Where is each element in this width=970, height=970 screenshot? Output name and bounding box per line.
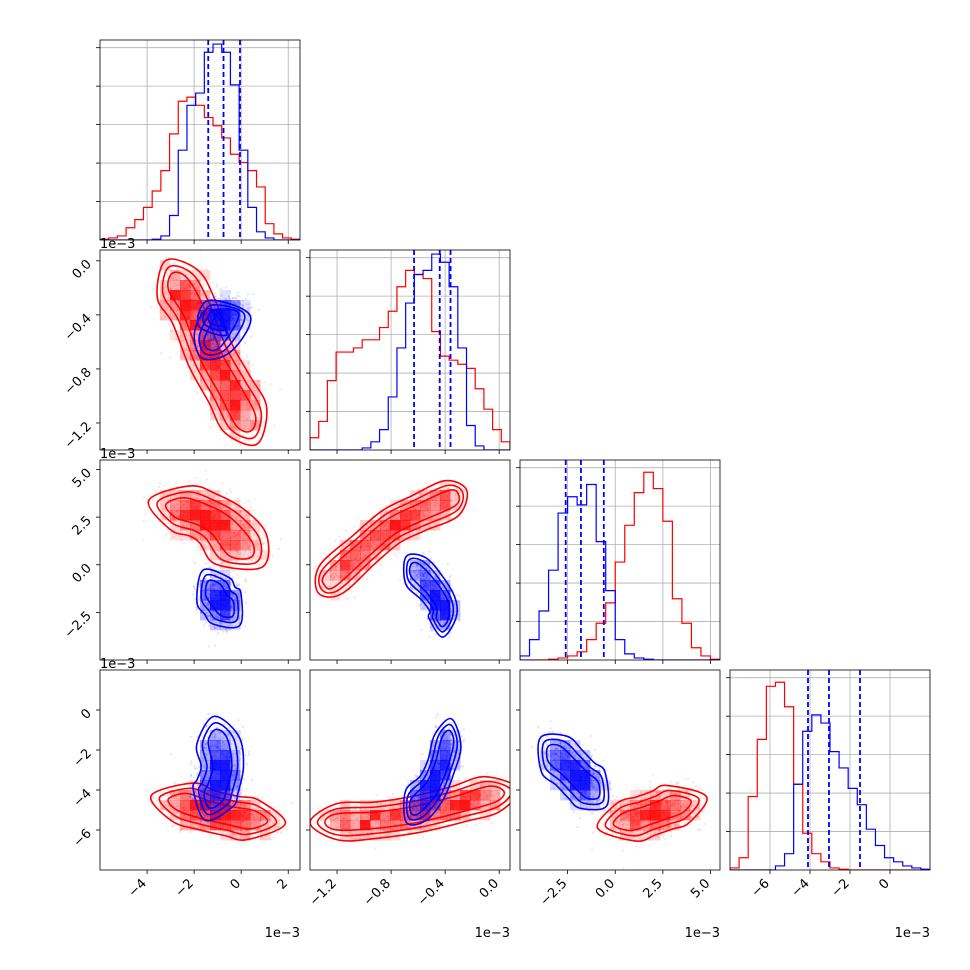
contour-blue-2-1-0 <box>402 553 459 638</box>
x-offset-label-1: 1e−3 <box>475 926 510 941</box>
panel-frame-0-0 <box>99 39 301 241</box>
y-tick-label-3-3: 0 <box>78 706 94 722</box>
x-tick-label-0-3: 2 <box>275 876 291 892</box>
hist-panel-2 <box>520 460 720 660</box>
contour-blue-2-0-0 <box>196 568 244 629</box>
panel-frame-2-0 <box>99 459 301 661</box>
x-tick-label-2-3: 5.0 <box>688 876 713 901</box>
y-offset-label-3: 1e−3 <box>100 657 135 672</box>
y-tick-label-3-0: −6 <box>71 826 95 850</box>
scatter-panel-3-2 <box>531 720 708 870</box>
scatter-panel-2-0 <box>141 469 282 648</box>
contour-red-3-0-2 <box>167 792 269 830</box>
x-tick-label-2-0: −2.5 <box>538 876 571 909</box>
density-red-2-0 <box>160 490 271 571</box>
y-offset-label-1: 1e−3 <box>100 237 135 252</box>
contour-red-3-2-2 <box>612 794 692 832</box>
contour-blue-3-0-0 <box>192 715 245 822</box>
y-tick-label-2-3: 5.0 <box>70 466 95 491</box>
contour-red-3-2-0 <box>596 784 708 843</box>
x-tick-label-3-0: −6 <box>749 876 773 900</box>
hist-red-2 <box>520 471 720 660</box>
contour-red-3-0-1 <box>158 787 278 836</box>
y-tick-label-2-1: 0.0 <box>70 561 95 586</box>
hist-blue-0 <box>100 43 300 240</box>
x-tick-label-2-1: 0.0 <box>593 876 618 901</box>
x-offset-label-0: 1e−3 <box>265 926 300 941</box>
contour-blue-3-2-2 <box>545 743 601 801</box>
scatter-panel-1-0 <box>150 250 282 447</box>
hist-panel-0 <box>100 40 300 240</box>
contour-red-2-0-1 <box>156 491 263 565</box>
contour-red-2-0-2 <box>164 496 256 560</box>
y-tick-label-2-0: −2.5 <box>62 609 95 642</box>
y-tick-label-2-2: 2.5 <box>70 513 95 538</box>
x-offset-label-2: 1e−3 <box>685 926 720 941</box>
panel-frame-3-2 <box>519 669 721 871</box>
density-blue-2-1 <box>410 560 461 631</box>
hist-panel-1 <box>310 250 510 450</box>
panel-frame-3-3 <box>729 669 931 871</box>
x-tick-label-3-1: −4 <box>789 876 813 900</box>
panel-frame-3-1 <box>309 669 511 871</box>
contour-red-3-1-2 <box>324 785 506 832</box>
contour-blue-3-1-1 <box>405 723 459 821</box>
contour-red-3-1-0 <box>310 775 510 842</box>
contour-red-2-1-0 <box>314 479 469 598</box>
x-tick-label-0-0: −4 <box>126 876 150 900</box>
panel-frame-2-1 <box>309 459 511 661</box>
hist-red-1 <box>310 269 510 450</box>
panel-frame-1-0 <box>99 249 301 451</box>
scatter-panel-3-1 <box>310 713 510 850</box>
contour-blue-1-0-1 <box>198 304 246 356</box>
contour-red-3-2-1 <box>604 789 700 837</box>
y-tick-label-1-0: −1.2 <box>62 419 95 452</box>
hist-panel-3 <box>730 670 930 870</box>
contour-blue-3-0-1 <box>197 722 239 816</box>
contour-blue-3-1-2 <box>408 729 455 816</box>
panel-frame-2-2 <box>519 459 721 661</box>
contour-red-2-1-2 <box>321 489 461 590</box>
contour-red-1-0-2 <box>167 271 257 433</box>
x-tick-label-1-2: −0.4 <box>415 876 448 909</box>
panel-frame-3-0 <box>99 669 301 871</box>
x-tick-label-2-2: 2.5 <box>640 876 665 901</box>
contour-blue-3-1-0 <box>402 717 462 826</box>
contour-blue-3-2-1 <box>541 738 606 806</box>
hist-red-3 <box>730 681 930 870</box>
x-offset-label-3: 1e−3 <box>895 926 930 941</box>
scatter-panel-3-0 <box>145 713 294 844</box>
y-offset-label-2: 1e−3 <box>100 447 135 462</box>
hist-red-0 <box>100 96 300 240</box>
contour-red-3-1-1 <box>316 780 510 837</box>
contour-blue-3-2-0 <box>537 733 610 811</box>
y-tick-label-1-3: 0.0 <box>70 257 95 282</box>
x-tick-label-3-3: 0 <box>876 876 892 892</box>
x-tick-label-1-0: −1.2 <box>307 876 340 909</box>
y-tick-label-1-2: −0.4 <box>62 311 95 344</box>
hist-blue-2 <box>520 483 720 660</box>
contour-blue-2-1-2 <box>408 561 451 628</box>
panel-frame-1-1 <box>309 249 511 451</box>
x-tick-label-1-3: 0.0 <box>477 876 502 901</box>
contour-red-2-1-1 <box>318 484 465 594</box>
hist-blue-3 <box>730 714 930 870</box>
contour-blue-2-0-1 <box>200 573 240 624</box>
contour-blue-2-1-1 <box>405 557 455 633</box>
density-blue-3-0 <box>190 730 241 821</box>
x-tick-label-1-1: −0.8 <box>361 876 394 909</box>
y-tick-label-1-1: −0.8 <box>62 365 95 398</box>
contour-blue-3-0-2 <box>203 728 233 810</box>
x-tick-label-0-1: −2 <box>173 876 197 900</box>
contour-blue-2-0-2 <box>204 579 236 619</box>
contour-red-1-0-1 <box>161 264 263 440</box>
x-tick-label-3-2: −2 <box>829 876 853 900</box>
contour-blue-1-0-2 <box>203 308 240 352</box>
scatter-panel-2-1 <box>314 479 469 639</box>
contour-red-2-0-0 <box>147 484 270 571</box>
y-tick-label-3-2: −2 <box>71 746 95 770</box>
x-tick-label-0-2: 0 <box>228 876 244 892</box>
y-tick-label-3-1: −4 <box>71 786 95 810</box>
